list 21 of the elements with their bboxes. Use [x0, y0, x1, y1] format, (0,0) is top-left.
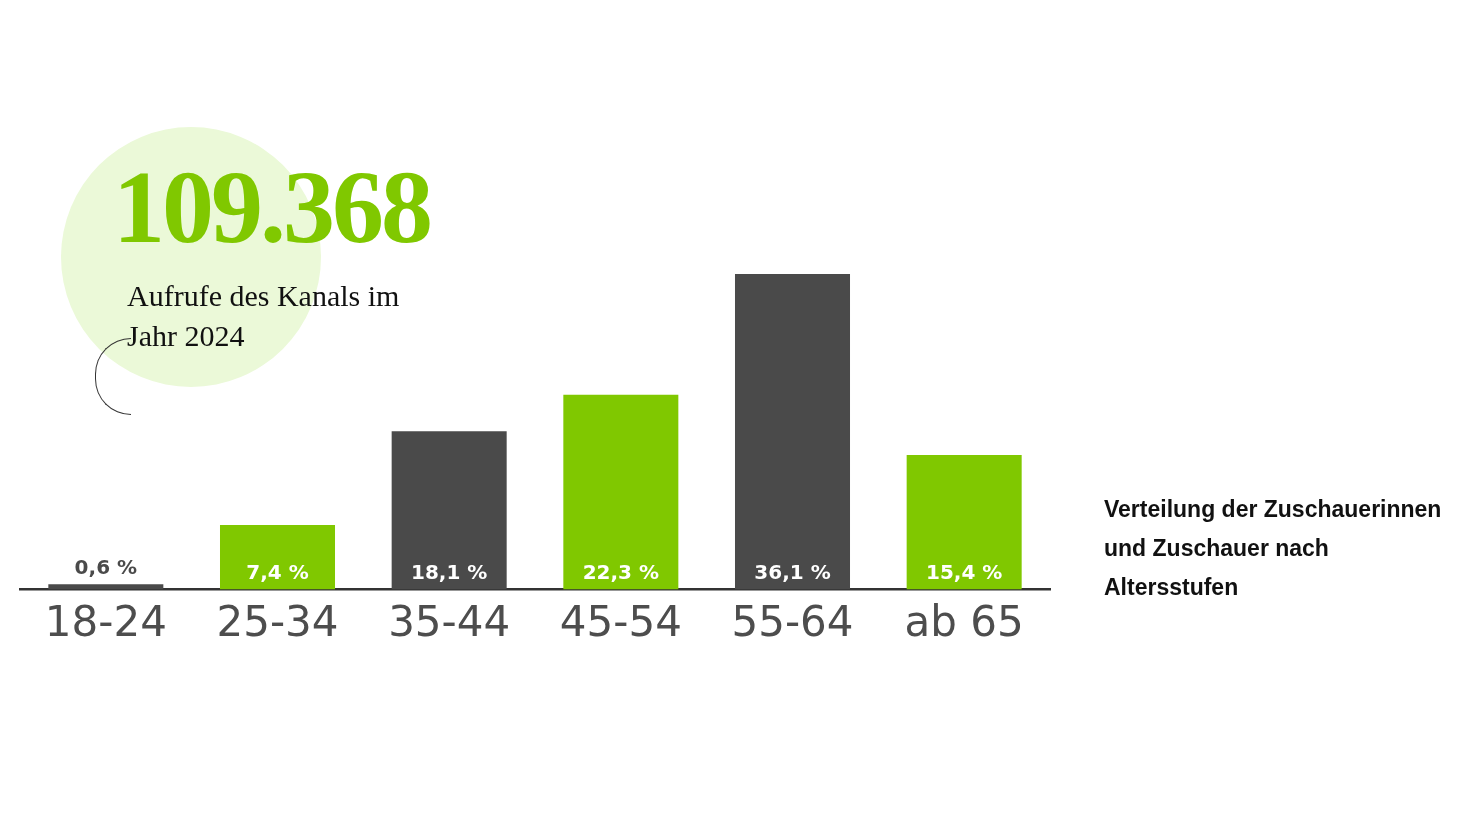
bar	[906, 454, 1022, 590]
data-label: 18,1 %	[410, 559, 488, 584]
data-label: 15,4 %	[925, 559, 1003, 584]
data-label: 22,3 %	[582, 559, 660, 584]
x-tick-label: 55-64	[731, 596, 854, 646]
bar	[563, 394, 679, 590]
x-tick-label: 18-24	[44, 596, 167, 646]
data-label: 36,1 %	[754, 559, 831, 584]
text: 109.368	[113, 149, 430, 265]
bar	[219, 524, 336, 590]
bar	[391, 431, 507, 590]
x-tick-label: 25-34	[216, 596, 339, 646]
data-label: 0,6 %	[74, 554, 138, 579]
x-tick-label: 35-44	[388, 596, 511, 646]
x-tick-label: 45-54	[559, 596, 682, 646]
bar	[734, 274, 851, 590]
annotation: Aufrufe des Kanals im Jahr 2024	[127, 278, 401, 354]
x-tick-label: ab 65	[904, 596, 1024, 646]
bar	[48, 584, 164, 590]
text: Verteilung der Zuschauerinnen und Zuschauer nach Altersstufen	[1104, 495, 1443, 602]
data-label: 7,4 %	[246, 559, 309, 584]
